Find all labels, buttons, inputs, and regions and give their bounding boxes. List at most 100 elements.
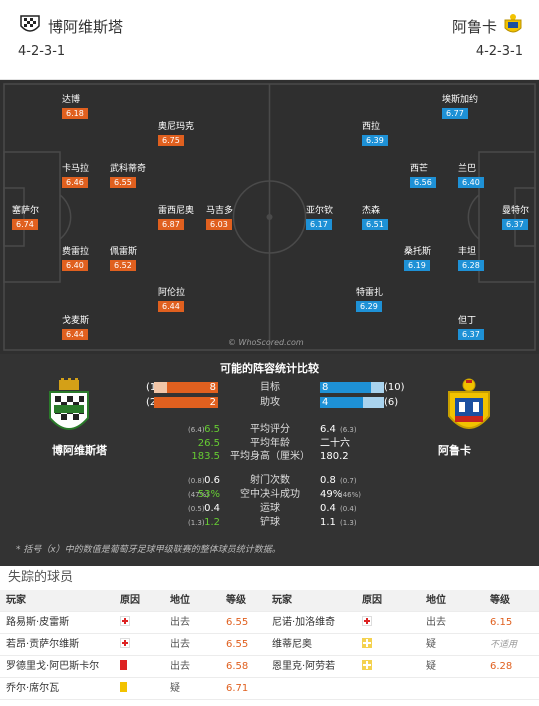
stat-home-value: 183.5 <box>191 451 220 462</box>
player-name-link[interactable]: 路易斯·皮雷斯 <box>6 617 70 628</box>
rating-cell: 不适用 <box>490 640 518 650</box>
status-cell: 疑 <box>426 661 436 672</box>
player-name: 奥尼玛克 <box>158 122 195 132</box>
home-player[interactable]: 奥尼玛克 6.75 <box>158 121 194 146</box>
player-name: 亚尔钦 <box>306 206 334 216</box>
stat-away-league: (6.3) <box>340 426 357 434</box>
home-player[interactable]: 费雷拉 6.40 <box>62 246 89 271</box>
player-rating: 6.37 <box>502 219 528 230</box>
injury-icon <box>120 638 130 648</box>
player-rating: 6.51 <box>362 219 388 230</box>
status-cell: 疑 <box>170 683 180 694</box>
rating-cell: 6.55 <box>226 617 249 628</box>
player-rating: 6.28 <box>458 260 484 271</box>
player-name-link[interactable]: 维蒂尼奥 <box>272 639 312 650</box>
stat-home-league: (47%) <box>188 491 210 499</box>
goals-label: 目标 <box>260 382 280 393</box>
player-rating: 6.19 <box>404 260 430 271</box>
player-rating: 6.17 <box>306 219 332 230</box>
player-name: 达博 <box>62 95 81 105</box>
stat-home-league: (0.5) <box>188 505 205 513</box>
away-team-name[interactable]: 阿鲁卡 <box>451 18 497 36</box>
player-rating: 6.74 <box>12 219 38 230</box>
away-formation: 4-2-3-1 <box>475 44 523 59</box>
home-player[interactable]: 戈麦斯 6.44 <box>62 315 89 340</box>
player-name: 西芒 <box>410 164 429 174</box>
header-rating: 等级 <box>226 595 246 606</box>
stat-home-value: 6.5 <box>204 424 220 435</box>
stat-away-league: (6) <box>384 397 399 408</box>
home-player[interactable]: 佩雷斯 6.52 <box>110 246 137 271</box>
away-player[interactable]: 特雷扎 6.29 <box>356 287 383 312</box>
assists-label: 助攻 <box>260 397 280 408</box>
goals-away-value: 8 <box>322 382 329 393</box>
header-reason: 原因 <box>362 595 382 606</box>
assists-home-bar: 2 <box>154 397 218 408</box>
reason-cell <box>362 634 372 656</box>
goals-away-bar: 8 <box>320 382 384 393</box>
stat-label: 平均评分 <box>250 424 290 435</box>
away-player[interactable]: 埃斯加约 6.77 <box>442 94 478 119</box>
stat-home-value: 53% <box>197 489 220 500</box>
table-row: 乔尔·席尔瓦 疑 6.71 <box>0 678 539 700</box>
away-player[interactable]: 丰坦 6.28 <box>458 246 484 271</box>
player-rating: 6.87 <box>158 219 184 230</box>
player-rating: 6.77 <box>442 108 468 119</box>
away-team-label: 阿鲁卡 <box>438 444 471 457</box>
player-name: 桑托斯 <box>404 247 432 257</box>
arouca-crest-icon <box>504 14 522 33</box>
player-name: 特雷扎 <box>356 288 384 298</box>
away-player[interactable]: 兰巴 6.40 <box>458 163 484 188</box>
stat-home-league: (1.3) <box>188 519 205 527</box>
away-player[interactable]: 西拉 6.39 <box>362 121 388 146</box>
player-name-link[interactable]: 恩里克·阿劳若 <box>272 661 336 672</box>
home-player[interactable]: 阿伦拉 6.44 <box>158 287 185 312</box>
home-team-name[interactable]: 博阿维斯塔 <box>48 18 124 36</box>
player-name-link[interactable]: 罗德里戈·阿巴斯卡尔 <box>6 661 100 672</box>
arouca-large-crest-icon <box>448 378 490 429</box>
yellow-card-icon <box>120 682 127 692</box>
player-name: 佩雷斯 <box>110 247 138 257</box>
player-rating: 6.18 <box>62 108 88 119</box>
player-rating: 6.29 <box>356 301 382 312</box>
away-player[interactable]: 亚尔钦 6.17 <box>306 205 333 230</box>
stat-label: 铲球 <box>260 517 280 528</box>
player-name: 武科蒂奇 <box>110 164 147 174</box>
player-name-link[interactable]: 若昂·贡萨尔维斯 <box>6 639 80 650</box>
player-name: 兰巴 <box>458 164 477 174</box>
home-player[interactable]: 达博 6.18 <box>62 94 88 119</box>
home-player[interactable]: 卡马拉 6.46 <box>62 163 89 188</box>
match-header: 博阿维斯塔 阿鲁卡 4-2-3-1 4-2-3-1 <box>0 0 539 80</box>
stat-away-value: 180.2 <box>320 451 349 462</box>
goals-home-bar: 8 <box>154 382 218 393</box>
stat-home-value: 0.4 <box>204 503 220 514</box>
player-name: 西拉 <box>362 122 381 132</box>
player-rating: 6.37 <box>458 329 484 340</box>
away-player[interactable]: 杰森 6.51 <box>362 205 388 230</box>
away-player[interactable]: 西芒 6.56 <box>410 163 436 188</box>
assists-away-bar: 4 <box>320 397 384 408</box>
goals-home-value: 8 <box>209 382 216 393</box>
player-name-link[interactable]: 尼诺·加洛维奇 <box>272 617 336 628</box>
away-player[interactable]: 但丁 6.37 <box>458 315 484 340</box>
player-rating: 6.40 <box>62 260 88 271</box>
away-player[interactable]: 曼特尔 6.37 <box>502 205 529 230</box>
stat-away-value: 二十六 <box>320 438 350 449</box>
header-reason: 原因 <box>120 595 140 606</box>
reason-cell <box>362 612 372 634</box>
player-name: 埃斯加约 <box>442 95 479 105</box>
header-status: 地位 <box>170 595 190 606</box>
home-player[interactable]: 塞萨尔 6.74 <box>12 205 39 230</box>
player-rating: 6.40 <box>458 177 484 188</box>
player-rating: 6.44 <box>62 329 88 340</box>
away-player[interactable]: 桑托斯 6.19 <box>404 246 431 271</box>
player-name-link[interactable]: 乔尔·席尔瓦 <box>6 683 60 694</box>
home-player[interactable]: 马吉多 6.03 <box>206 205 233 230</box>
home-player[interactable]: 雷西尼奥 6.87 <box>158 205 194 230</box>
formation-pitch: 达博 6.18 奥尼玛克 6.75 卡马拉 6.46 武科蒂奇 6.55 塞萨尔 6.74… <box>0 80 539 354</box>
stat-away-value: 0.4 <box>320 503 336 514</box>
stat-home-league: (2) <box>146 397 160 409</box>
home-player[interactable]: 武科蒂奇 6.55 <box>110 163 146 188</box>
missing-players-table: 玩家 原因 地位 等级 玩家 原因 地位 等级 路易斯·皮雷斯 出去 6.55 尼诺·… <box>0 590 539 700</box>
reason-cell <box>120 612 130 634</box>
